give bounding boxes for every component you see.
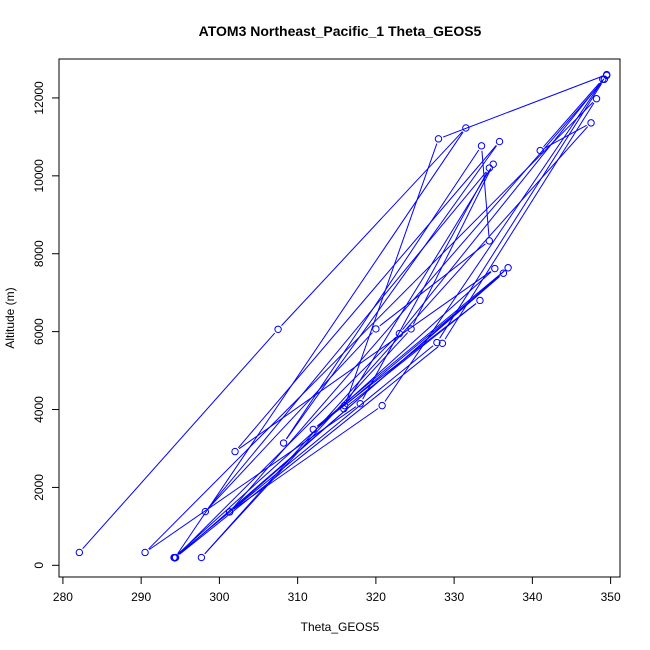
- series-segment: [412, 168, 492, 325]
- data-point: [592, 95, 601, 103]
- data-point: [495, 137, 504, 146]
- series-segment: [177, 345, 434, 555]
- data-point: [279, 439, 288, 447]
- data-point: [378, 401, 386, 410]
- series-segment: [439, 83, 603, 339]
- data-point: [489, 160, 497, 168]
- data-point: [309, 425, 317, 434]
- series-segment: [281, 131, 463, 326]
- y-axis: 0 2000 4000 6000 8000 10000 12000: [32, 81, 60, 569]
- points-layer: [75, 70, 611, 562]
- y-tick-label: 10000: [32, 159, 46, 193]
- series-segment: [347, 303, 477, 407]
- x-tick-label: 350: [601, 590, 621, 604]
- data-point: [477, 142, 486, 150]
- series-layer: [82, 75, 605, 555]
- series-segment: [402, 78, 604, 330]
- series-segment: [238, 271, 492, 450]
- data-point: [372, 325, 380, 333]
- data-point: [201, 507, 210, 516]
- data-point: [485, 164, 494, 172]
- series-segment: [82, 332, 276, 550]
- data-point: [274, 325, 282, 333]
- x-tick-label: 290: [131, 590, 151, 604]
- series-segment: [232, 82, 602, 509]
- data-point: [600, 75, 609, 83]
- series-segment: [148, 406, 357, 551]
- series-segment: [233, 408, 379, 510]
- series-segment: [232, 270, 505, 510]
- series-segment: [286, 145, 498, 440]
- data-point: [476, 296, 484, 305]
- y-tick-label: 2000: [32, 474, 46, 501]
- series-segment: [179, 346, 439, 555]
- data-point: [340, 401, 349, 410]
- data-point: [356, 399, 364, 408]
- data-point: [407, 325, 415, 333]
- series-segment: [481, 150, 490, 236]
- data-point: [504, 264, 512, 272]
- y-tick-label: 8000: [32, 240, 46, 267]
- series-segment: [316, 270, 505, 427]
- x-tick-label: 340: [522, 590, 542, 604]
- data-point: [170, 553, 178, 562]
- data-point: [197, 553, 206, 562]
- series-segment: [346, 168, 492, 402]
- data-point: [340, 405, 348, 413]
- y-axis-label: Altitude (m): [3, 287, 17, 348]
- x-axis-label: Theta_GEOS5: [301, 620, 380, 634]
- data-point: [438, 339, 447, 348]
- x-tick-label: 320: [366, 590, 386, 604]
- data-point: [462, 124, 470, 132]
- y-tick-label: 0: [32, 562, 46, 569]
- x-tick-label: 330: [444, 590, 464, 604]
- data-point: [231, 447, 239, 456]
- data-point: [434, 135, 443, 143]
- data-point: [587, 119, 595, 127]
- data-point: [225, 508, 234, 516]
- y-tick-label: 4000: [32, 396, 46, 423]
- series-segment: [237, 145, 497, 449]
- data-point: [499, 269, 508, 277]
- series-segment: [204, 332, 409, 555]
- plot-frame: [58, 58, 621, 578]
- data-point: [602, 70, 611, 79]
- series-segment: [208, 171, 487, 509]
- data-point: [75, 548, 84, 557]
- x-axis: 280 290 300 310 320 330 340 350: [53, 576, 621, 604]
- x-tick-label: 300: [209, 590, 229, 604]
- series-segment: [384, 78, 605, 402]
- series-segment: [177, 131, 464, 555]
- series-segment: [379, 243, 486, 327]
- chart-title: ATOM3 Northeast_Pacific_1 Theta_GEOS5: [199, 23, 482, 39]
- series-segment: [344, 143, 438, 405]
- data-point: [536, 146, 544, 155]
- x-tick-label: 310: [288, 590, 308, 604]
- series-segment: [285, 149, 480, 440]
- x-tick-label: 280: [53, 590, 73, 604]
- y-tick-label: 12000: [32, 81, 46, 115]
- series-segment: [543, 82, 600, 148]
- data-point: [395, 329, 404, 338]
- data-point: [433, 338, 441, 347]
- y-tick-label: 6000: [32, 318, 46, 345]
- data-point: [491, 264, 499, 273]
- series-segment: [442, 75, 603, 138]
- data-point: [485, 237, 494, 245]
- data-point: [141, 548, 149, 557]
- series-segment: [148, 101, 594, 550]
- series-segment: [208, 332, 373, 509]
